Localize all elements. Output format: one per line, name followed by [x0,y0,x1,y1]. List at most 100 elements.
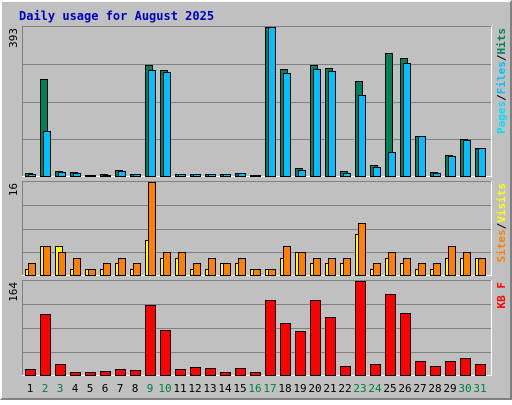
ymax-label-top: 393 [7,28,20,48]
bar-top-files [178,174,186,177]
bar-top-files [148,70,156,177]
bar-top-files [88,175,96,177]
bar-top-files [403,63,411,177]
x-tick-label: 11 [173,382,186,395]
x-tick-label: 28 [428,382,441,395]
x-tick-label: 29 [443,382,456,395]
bar-middle-sites [478,258,486,276]
bar-bottom-kbytes [190,367,201,376]
bar-bottom-kbytes [100,371,111,376]
bar-bottom-kbytes [295,331,306,376]
x-tick-label: 16 [248,382,261,395]
x-tick-label: 24 [368,382,382,395]
bar-top-files [388,152,396,177]
bar-bottom-kbytes [475,364,486,376]
x-tick-label: 26 [398,382,411,395]
bar-bottom-kbytes [325,317,336,376]
bar-top-files [478,148,486,177]
x-tick-label: 13 [203,382,216,395]
bar-middle-sites [328,258,336,276]
bar-middle-sites [208,258,216,276]
x-tick-label: 18 [278,382,291,395]
bar-top-files [238,173,246,177]
bar-bottom-kbytes [175,369,186,376]
x-tick-label: 27 [413,382,426,395]
bar-bottom-kbytes [130,370,141,376]
legend-top: Pages/Files/Hits [495,28,508,134]
bar-bottom-kbytes [85,372,96,376]
bar-bottom-kbytes [55,364,66,376]
x-tick-label: 6 [102,382,109,395]
bar-middle-sites [118,258,126,276]
bar-middle-sites [343,258,351,276]
legend-item-bottom: KB F [495,282,508,309]
bar-top-files [253,175,261,177]
ymax-label-middle: 16 [7,183,20,196]
bar-top-files [43,131,51,177]
x-tick-label: 4 [72,382,79,395]
bar-top-files [58,172,66,177]
bar-top-files [283,73,291,177]
x-tick-label: 23 [353,382,366,395]
bar-middle-sites [268,269,276,276]
bar-top-files [298,170,306,177]
bar-top-files [268,27,276,177]
bar-top-files [373,167,381,177]
x-tick-label: 15 [233,382,246,395]
bar-top-files [118,171,126,177]
bar-bottom-kbytes [280,323,291,376]
bar-bottom-kbytes [265,300,276,376]
legend-middle: Sites/Visits [495,183,508,263]
legend-item-top: Hits [495,28,508,55]
x-tick-label: 10 [158,382,171,395]
x-tick-label: 20 [308,382,321,395]
bar-middle-sites [433,263,441,276]
x-tick-label: 7 [117,382,124,395]
bar-top-files [73,173,81,177]
frame-highlight-inner [1,1,511,399]
bar-middle-sites [193,263,201,276]
legend-item-middle: Sites [495,229,508,262]
x-tick-label: 22 [338,382,351,395]
bar-top-files [193,174,201,177]
bar-bottom-kbytes [220,372,231,376]
bar-bottom-kbytes [25,369,36,376]
bar-bottom-kbytes [370,364,381,376]
x-tick-label: 31 [473,382,486,395]
legend-item-top: Pages [495,101,508,134]
bar-top-files [418,136,426,177]
bar-bottom-kbytes [250,372,261,376]
bar-bottom-kbytes [460,358,471,376]
bar-bottom-kbytes [340,366,351,376]
bar-middle-sites [223,263,231,276]
legend-item-top: / [495,54,508,61]
bar-middle-sites [403,258,411,276]
legend-bottom: KB F [495,282,508,309]
bar-top-files [28,174,36,177]
bar-middle-sites [313,258,321,276]
bar-top-files [163,72,171,177]
bar-middle-sites [418,263,426,276]
bar-middle-sites [388,252,396,276]
ymax-label-bottom: 164 [7,282,20,302]
bar-bottom-kbytes [430,366,441,376]
bar-middle-sites [148,182,156,276]
bar-bottom-kbytes [40,314,51,376]
bar-bottom-kbytes [310,300,321,376]
bar-top-files [433,173,441,177]
bar-bottom-kbytes [445,361,456,376]
bar-middle-sites [178,252,186,276]
bar-middle-sites [163,252,171,276]
bar-bottom-kbytes [205,368,216,376]
legend-item-top: Files [495,61,508,94]
x-tick-label: 2 [42,382,49,395]
bar-middle-sites [43,246,51,276]
bar-middle-sites [358,223,366,276]
x-tick-label: 3 [57,382,64,395]
x-tick-label: 5 [87,382,94,395]
bar-top-files [103,175,111,177]
